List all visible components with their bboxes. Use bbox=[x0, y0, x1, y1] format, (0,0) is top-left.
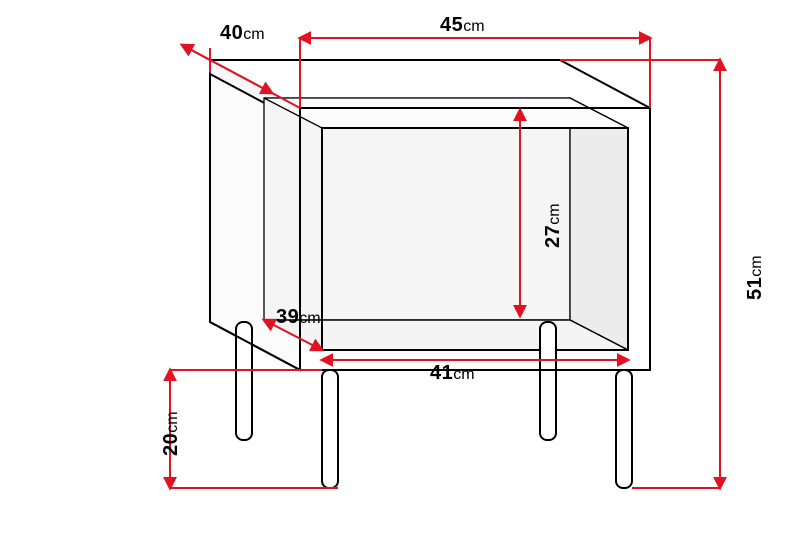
label-inner-depth: 39cm bbox=[276, 306, 321, 329]
label-leg-height: 20cm bbox=[160, 411, 183, 456]
back-wall bbox=[264, 98, 570, 320]
label-depth-top: 40cm bbox=[220, 22, 265, 45]
label-inner-height: 27cm bbox=[542, 203, 565, 248]
furniture-diagram bbox=[0, 0, 800, 533]
inner-ceiling bbox=[264, 98, 628, 128]
label-width-top: 45cm bbox=[440, 14, 485, 37]
inner-right-wall bbox=[570, 98, 628, 350]
label-inner-width: 41cm bbox=[430, 362, 475, 385]
diagram-stage: 40cm 45cm 51cm 27cm 39cm 41cm 20cm bbox=[0, 0, 800, 533]
label-height-total: 51cm bbox=[744, 255, 767, 300]
